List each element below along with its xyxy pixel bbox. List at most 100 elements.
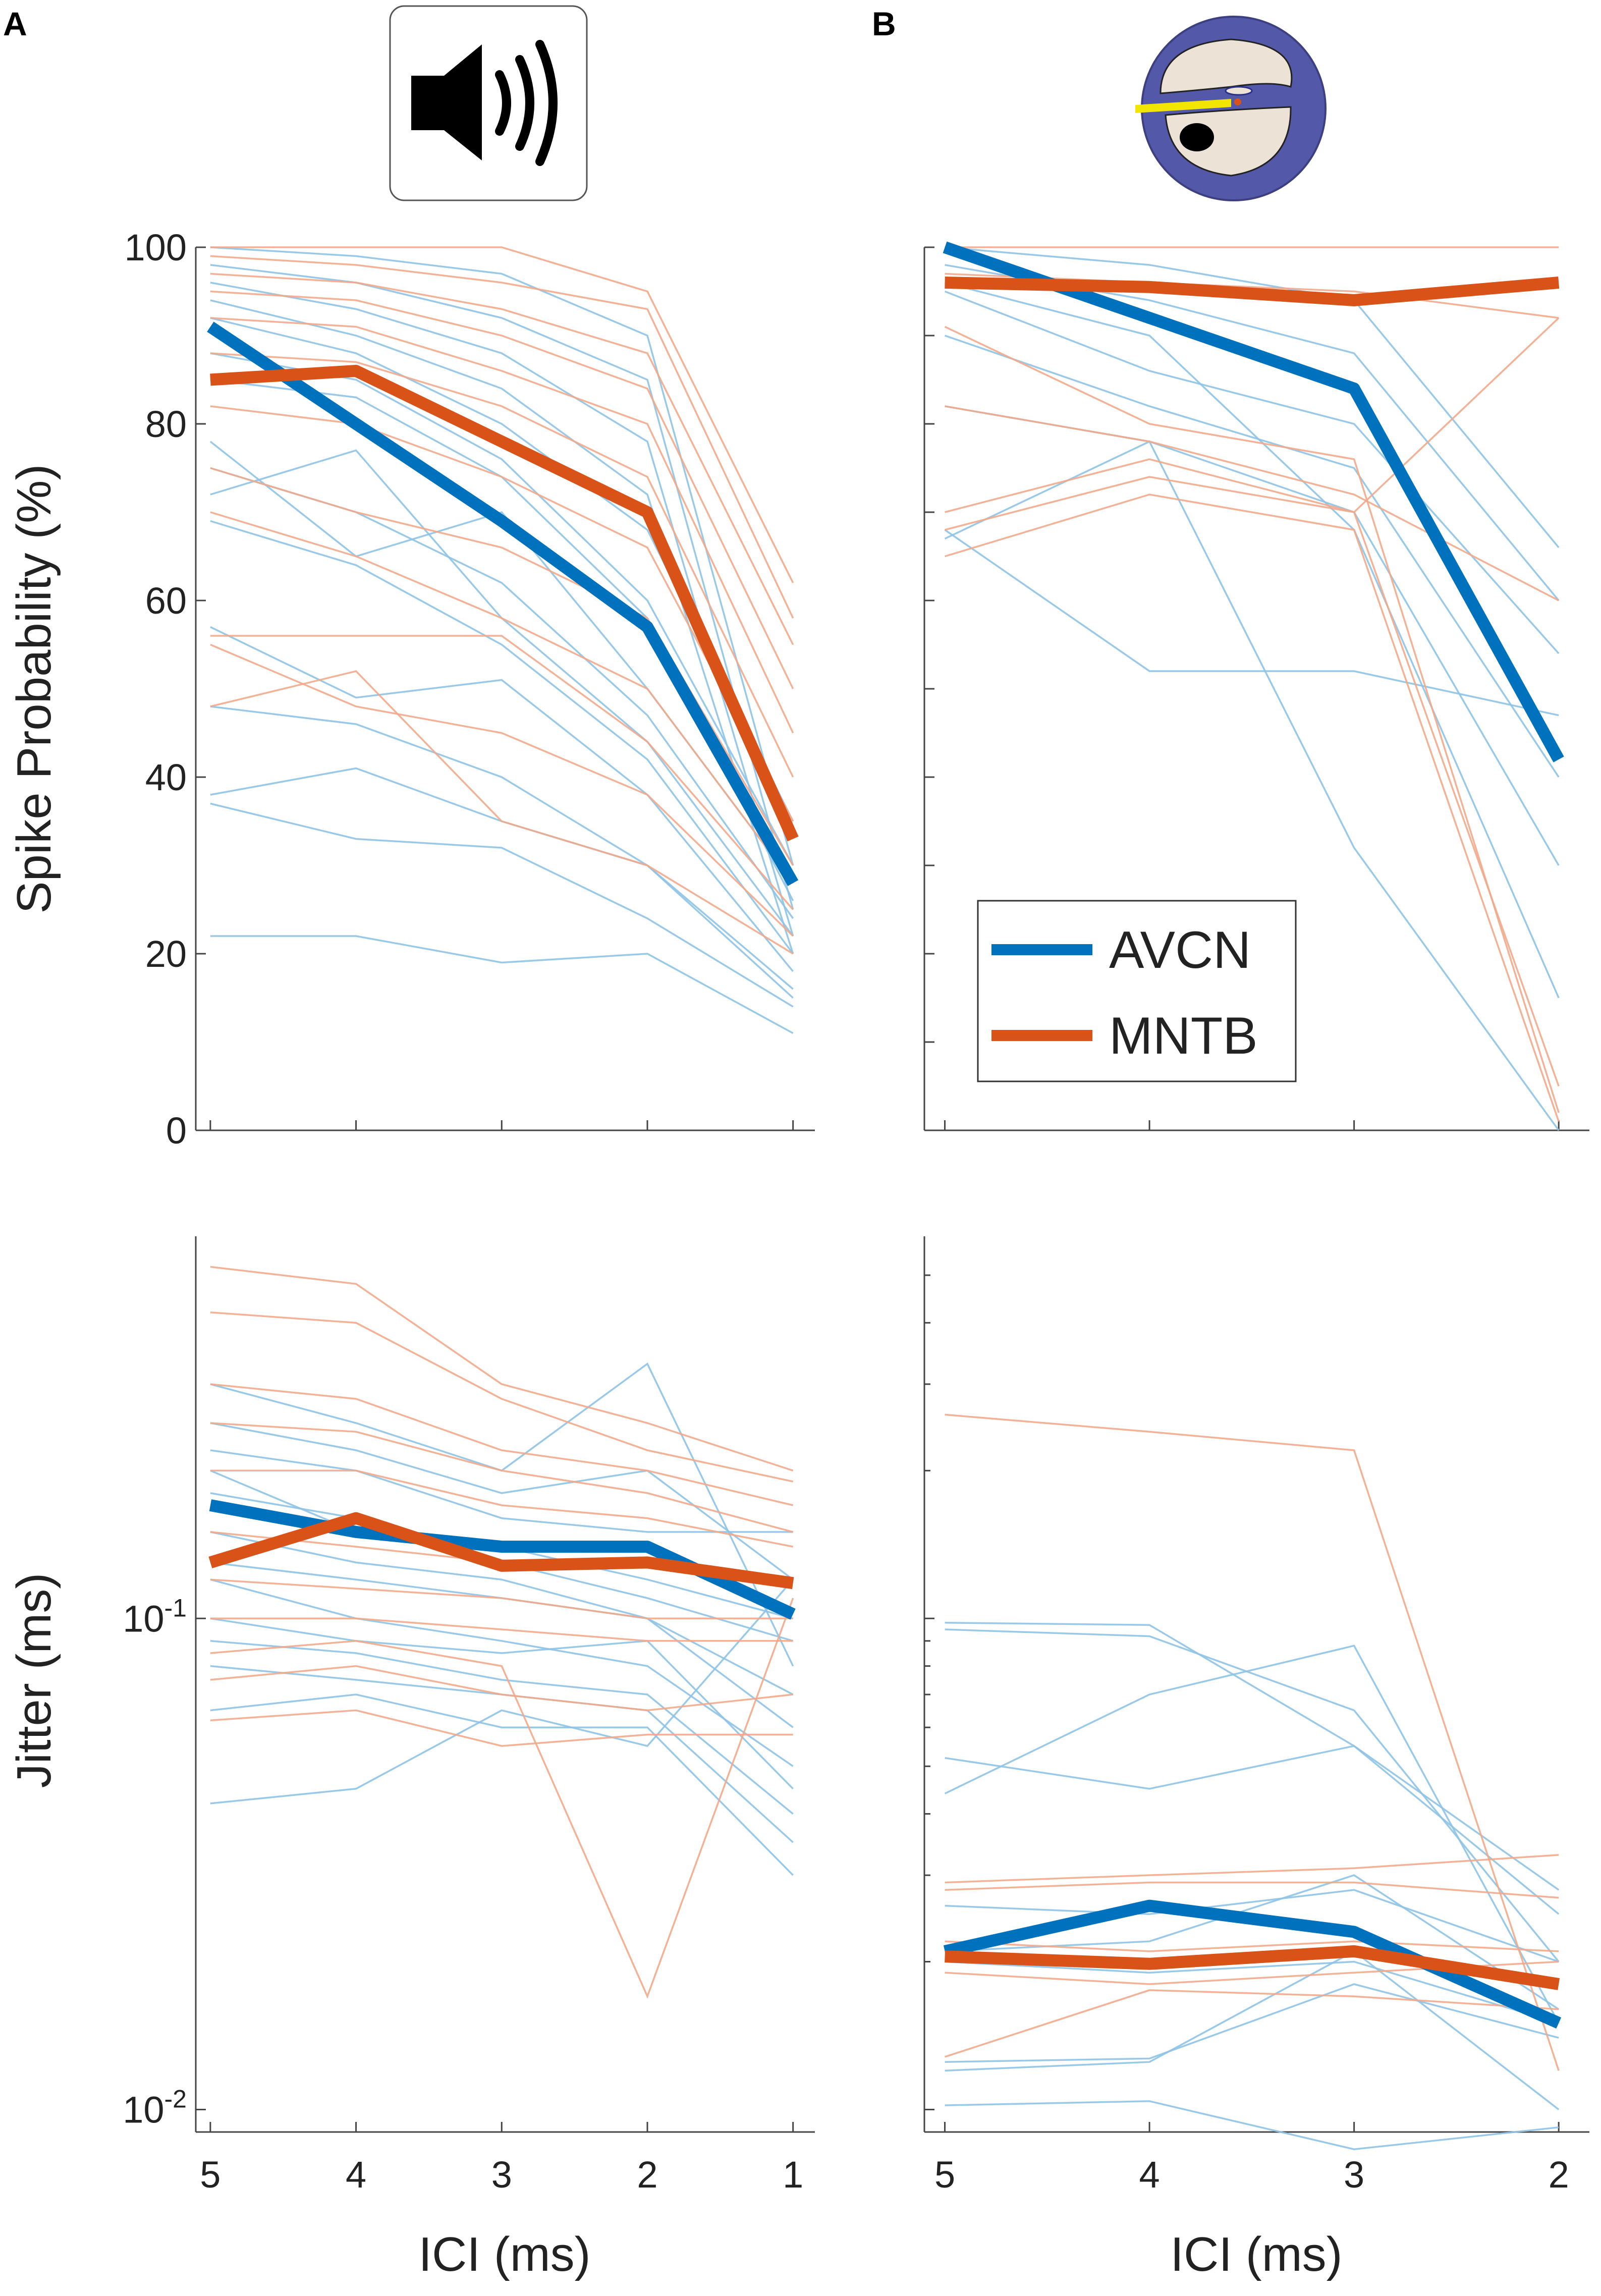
x-tick-label: 3	[1344, 2154, 1364, 2196]
trace-mntb	[944, 325, 1560, 1113]
mean-line-mntb	[945, 277, 1560, 306]
trace-mntb	[210, 405, 794, 822]
trace-mntb	[945, 476, 1560, 1087]
y-tick-label: 40	[145, 756, 187, 798]
trace-avcn	[210, 802, 794, 1008]
y-tick-label: 100	[125, 227, 187, 268]
trace-mntb	[210, 511, 794, 884]
trace-mntb	[945, 405, 1560, 602]
trace-avcn	[210, 520, 794, 955]
y-axis-title-spike-probability: Spike Probability (%)	[7, 464, 61, 914]
x-tick-label: 3	[491, 2154, 512, 2196]
y-tick-label: 0	[166, 1110, 187, 1152]
trace-avcn	[210, 705, 794, 990]
trace-mntb	[210, 635, 794, 910]
trace-avcn	[210, 246, 794, 866]
axes-b-bottom: 5 4 3 2 ICI (ms)	[923, 1236, 1589, 2281]
trace-avcn	[944, 290, 1560, 654]
trace-mntb	[210, 272, 794, 645]
trace-avcn	[945, 335, 1560, 778]
x-axis-title-ici-b: ICI (ms)	[1170, 2227, 1342, 2281]
trace-avcn	[945, 1950, 1560, 2110]
trace-avcn	[210, 1531, 794, 1696]
trace-mntb	[210, 1709, 793, 1747]
mean-line-mntb	[210, 365, 799, 842]
trace-avcn	[210, 626, 794, 972]
y-tick-label: 20	[145, 933, 187, 975]
means-b-bottom	[943, 1899, 1562, 2029]
trace-mntb	[210, 670, 794, 955]
trace-mntb	[210, 290, 794, 689]
trace-avcn	[210, 1449, 793, 1533]
legend-label-mntb: MNTB	[1109, 1007, 1258, 1065]
trace-avcn	[944, 440, 1560, 1131]
trace-mntb	[210, 1665, 793, 1712]
trace-mntb	[210, 317, 794, 734]
mean-line-mntb	[208, 1512, 794, 1590]
trace-avcn	[945, 405, 1560, 866]
x-tick-label: 5	[200, 2154, 220, 2196]
trace-avcn	[945, 1745, 1560, 1915]
trace-mntb	[945, 1881, 1559, 1899]
trace-mntb	[210, 1266, 794, 1471]
legend: AVCN MNTB	[977, 900, 1297, 1082]
axes-a-top: 0 20 40 60 80 100 Spike Probability (%)	[7, 227, 815, 1152]
trace-mntb	[210, 246, 794, 583]
trace-avcn	[210, 317, 794, 822]
trace-avcn	[210, 1693, 794, 1876]
trace-avcn	[945, 1874, 1560, 2010]
mean-line-avcn	[207, 321, 799, 886]
trace-mntb	[210, 1311, 794, 1483]
trace-avcn	[945, 1889, 1559, 1963]
trace-avcn	[944, 1645, 1560, 2024]
trace-avcn	[945, 1983, 1559, 2063]
y-axis-title-jitter: Jitter (ms)	[7, 1573, 61, 1788]
mean-line-avcn	[943, 1899, 1562, 2029]
trace-mntb	[945, 1854, 1559, 1884]
trace-mntb	[210, 643, 794, 937]
traces-b-top	[944, 246, 1560, 1131]
trace-avcn	[210, 352, 794, 866]
trace-avcn	[210, 935, 794, 1034]
brain-slice-icon	[1135, 16, 1327, 201]
trace-mntb	[945, 317, 1560, 513]
means-a-bottom	[208, 1499, 796, 1620]
trace-avcn	[945, 1960, 1559, 2024]
trace-avcn	[945, 246, 1560, 549]
axes-a-bottom: 10-2 10-1 5 4 3 2 1 Jitter (ms) ICI (ms)	[7, 1236, 815, 2281]
y-tick-label: 80	[145, 403, 187, 445]
trace-avcn	[945, 1628, 1560, 1962]
y-tick-label: 10-2	[123, 2085, 187, 2130]
trace-avcn	[210, 1578, 794, 1767]
trace-mntb	[945, 1940, 1559, 1952]
means-a-top	[207, 321, 799, 886]
x-tick-label: 4	[1139, 2154, 1160, 2196]
trace-mntb	[945, 1413, 1560, 2071]
trace-mntb	[210, 1578, 793, 1620]
y-tick-label: 10-1	[123, 1594, 187, 1639]
trace-avcn	[210, 1579, 794, 1805]
x-tick-label: 2	[1549, 2154, 1569, 2196]
trace-avcn	[944, 529, 1559, 717]
trace-mntb	[945, 494, 1560, 1122]
axes-b-top	[923, 241, 1589, 1131]
panel-label-b: B	[872, 5, 896, 42]
x-tick-label: 1	[783, 2154, 803, 2196]
traces-b-bottom	[944, 1413, 1560, 2150]
x-tick-label: 2	[637, 2154, 657, 2196]
y-tick-label: 60	[145, 580, 187, 622]
trace-avcn	[210, 264, 794, 910]
trace-mntb	[210, 255, 794, 619]
trace-mntb	[210, 352, 794, 778]
legend-label-avcn: AVCN	[1109, 921, 1251, 979]
trace-avcn	[210, 1665, 794, 1843]
trace-mntb	[210, 1383, 794, 1506]
traces-a-bottom	[210, 1266, 794, 1999]
means-b-top	[943, 241, 1564, 762]
trace-avcn	[210, 1422, 794, 1580]
trace-avcn	[945, 1622, 1560, 1891]
mean-line-avcn	[943, 241, 1564, 762]
speaker-icon	[389, 5, 588, 201]
trace-mntb	[210, 1598, 794, 1999]
